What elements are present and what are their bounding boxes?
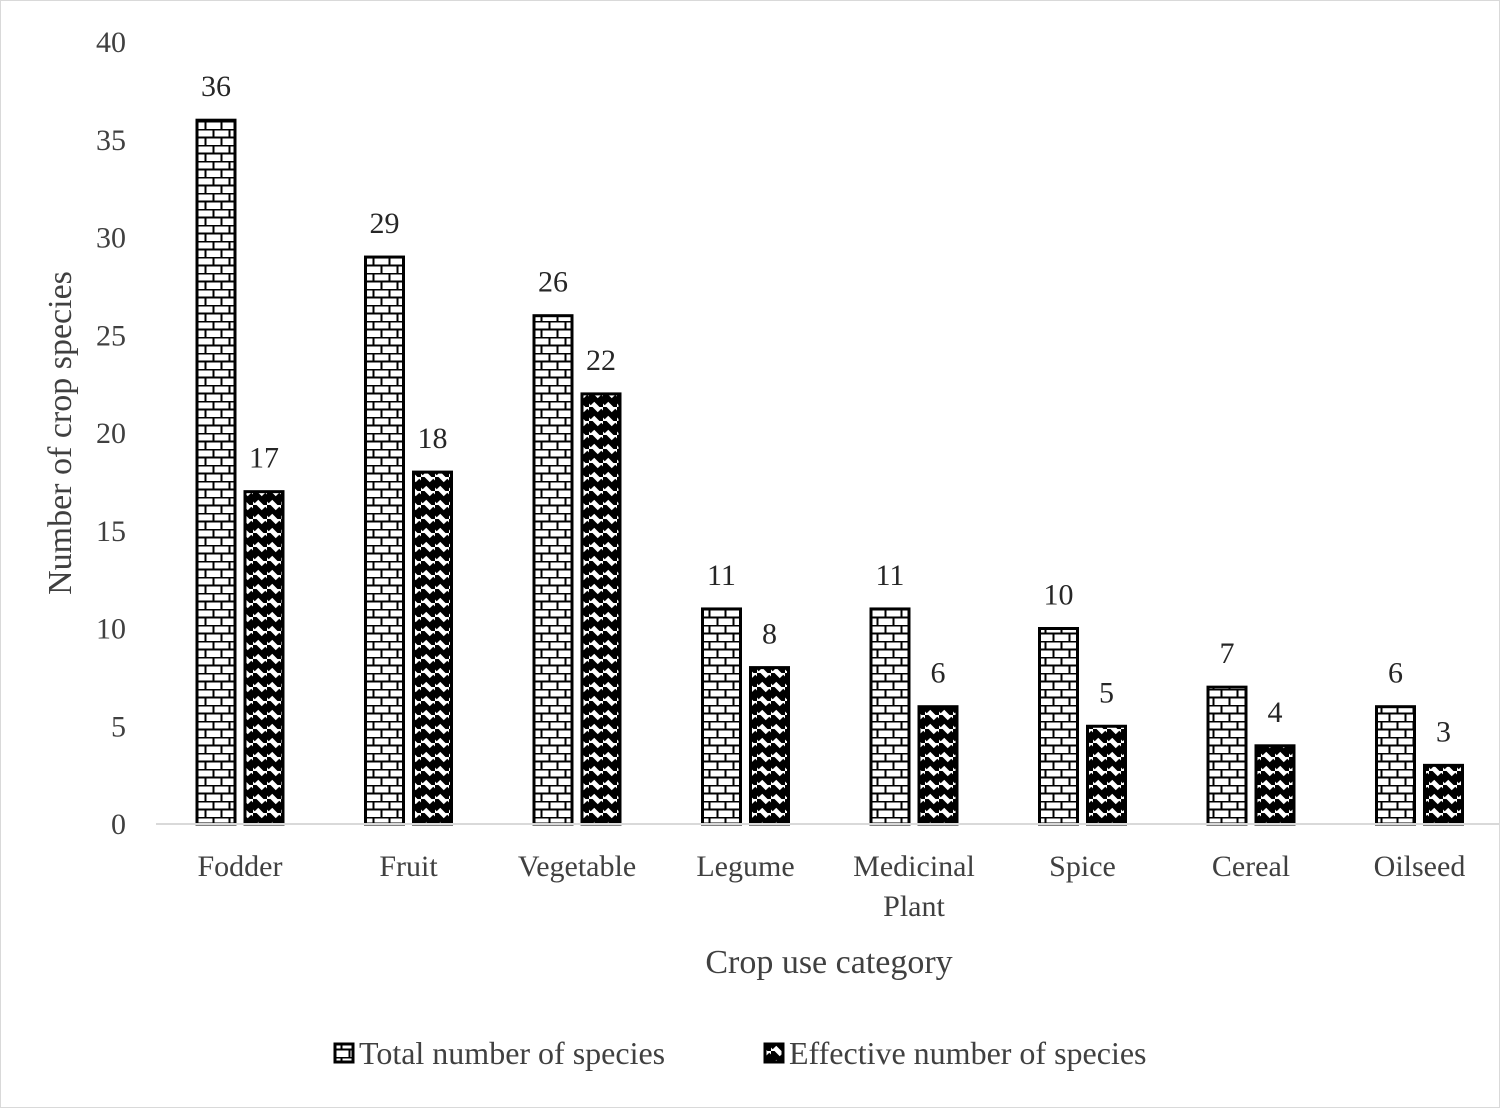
y-tick-label: 40 xyxy=(96,26,126,59)
y-tick-label: 30 xyxy=(96,222,126,255)
data-label-total-number-of-species-medicinal-plant: 11 xyxy=(876,559,905,592)
data-label-effective-number-of-species-oilseed: 3 xyxy=(1436,715,1451,748)
y-tick-label: 0 xyxy=(111,808,126,841)
category-labels: Fodder Fruit Vegetable Legume Medicinal Plant… xyxy=(198,850,1466,923)
bar-total-number-of-species-spice xyxy=(1038,627,1079,826)
data-label-total-number-of-species-fruit: 29 xyxy=(370,207,400,240)
bar-total-number-of-species-legume xyxy=(701,607,742,826)
legend: Total number of species Effective number … xyxy=(333,1035,1146,1071)
bar-total-number-of-species-fruit xyxy=(364,255,405,826)
y-tick-label: 15 xyxy=(96,515,126,548)
data-label-total-number-of-species-legume: 11 xyxy=(707,559,736,592)
data-label-total-number-of-species-cereal: 7 xyxy=(1220,637,1235,670)
legend-label-total-number-of-species: Total number of species xyxy=(359,1035,665,1071)
bar-total-number-of-species-fodder xyxy=(195,118,237,826)
data-label-effective-number-of-species-vegetable: 22 xyxy=(586,344,616,377)
bar-total-number-of-species-cereal xyxy=(1206,685,1248,826)
y-tick-label: 5 xyxy=(111,710,126,743)
category-label-fruit: Fruit xyxy=(379,850,438,883)
bar-effective-number-of-species-fruit xyxy=(412,470,453,826)
data-label-total-number-of-species-oilseed: 6 xyxy=(1388,657,1403,690)
data-label-total-number-of-species-fodder: 36 xyxy=(201,70,231,103)
category-label-oilseed: Oilseed xyxy=(1374,850,1466,883)
legend-swatch-effective-number-of-species xyxy=(763,1042,785,1064)
bars xyxy=(195,118,1464,826)
legend-swatch-total-number-of-species xyxy=(333,1042,355,1064)
category-label-cereal: Cereal xyxy=(1212,850,1290,883)
bar-effective-number-of-species-spice xyxy=(1086,724,1127,826)
data-label-total-number-of-species-vegetable: 26 xyxy=(538,266,568,299)
y-tick-label: 25 xyxy=(96,319,126,352)
data-label-effective-number-of-species-fruit: 18 xyxy=(418,422,448,455)
category-label-legume: Legume xyxy=(696,850,794,883)
y-tick-label: 20 xyxy=(96,417,126,450)
data-label-effective-number-of-species-spice: 5 xyxy=(1099,676,1114,709)
bar-total-number-of-species-medicinal-plant xyxy=(869,607,911,826)
bar-effective-number-of-species-medicinal-plant xyxy=(917,705,959,826)
bar-effective-number-of-species-vegetable xyxy=(580,392,622,826)
bar-effective-number-of-species-cereal xyxy=(1254,744,1296,826)
bar-effective-number-of-species-oilseed xyxy=(1423,763,1464,826)
data-label-effective-number-of-species-medicinal-plant: 6 xyxy=(931,657,946,690)
data-label-total-number-of-species-spice: 10 xyxy=(1044,579,1074,612)
y-axis-ticks: 0 5 10 15 20 25 30 35 40 xyxy=(96,26,126,841)
category-label-fodder: Fodder xyxy=(198,850,283,883)
category-label-vegetable: Vegetable xyxy=(518,850,636,883)
category-label-medicinal-plant: Medicinal Plant xyxy=(853,850,975,923)
bar-effective-number-of-species-fodder xyxy=(243,490,285,826)
x-axis-title: Crop use category xyxy=(705,944,952,981)
y-tick-label: 35 xyxy=(96,124,126,157)
y-tick-label: 10 xyxy=(96,613,126,646)
category-label-spice: Spice xyxy=(1049,850,1116,883)
data-label-effective-number-of-species-cereal: 4 xyxy=(1268,696,1283,729)
legend-label-effective-number-of-species: Effective number of species xyxy=(789,1035,1146,1071)
bar-total-number-of-species-oilseed xyxy=(1375,705,1416,826)
y-axis-title: Number of crop species xyxy=(42,271,79,595)
data-label-effective-number-of-species-legume: 8 xyxy=(762,618,777,651)
bar-total-number-of-species-vegetable xyxy=(532,314,574,826)
bar-effective-number-of-species-legume xyxy=(749,666,790,826)
data-label-effective-number-of-species-fodder: 17 xyxy=(249,442,279,475)
